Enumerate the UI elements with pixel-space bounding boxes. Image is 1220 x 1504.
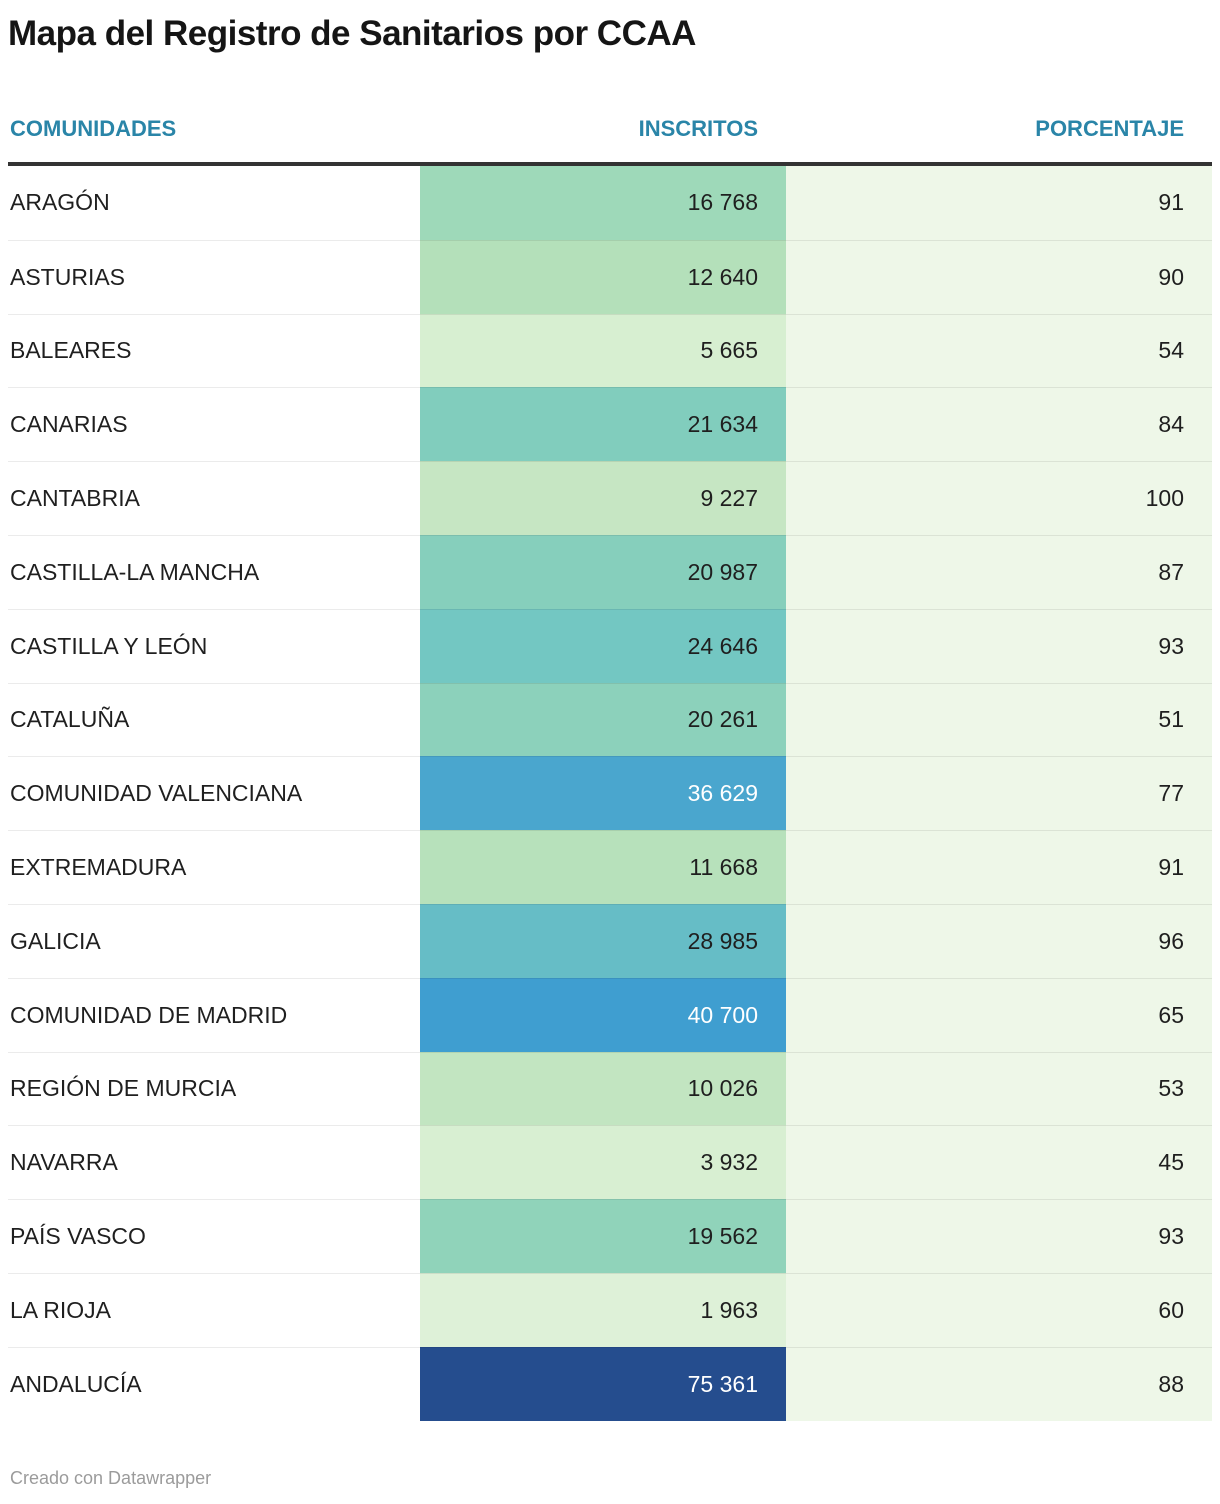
- inscritos-heatmap-cell: 40 700: [420, 977, 786, 1052]
- column-header-porcentaje: PORCENTAJE: [1035, 116, 1184, 141]
- table-row: GALICIA 28 985 96: [8, 903, 1212, 978]
- row-label-comunidad: ANDALUCÍA: [8, 1346, 420, 1421]
- table-row: COMUNIDAD DE MADRID 40 700 65: [8, 977, 1212, 1052]
- table-body: ARAGÓN 16 768 91 ASTURIAS 12 640 90 BALEARES 5 …: [8, 166, 1212, 1421]
- row-label-comunidad: REGIÓN DE MURCIA: [8, 1051, 420, 1126]
- porcentaje-cell: 91: [786, 166, 1212, 240]
- inscritos-heatmap-cell: 10 026: [420, 1051, 786, 1126]
- table-row: PAÍS VASCO 19 562 93: [8, 1199, 1212, 1273]
- row-label-comunidad: CASTILLA-LA MANCHA: [8, 534, 420, 609]
- porcentaje-cell: 88: [786, 1346, 1212, 1421]
- inscritos-heatmap-cell: 19 562: [420, 1199, 786, 1273]
- table-row: EXTREMADURA 11 668 91: [8, 830, 1212, 904]
- table-row: ASTURIAS 12 640 90: [8, 239, 1212, 314]
- porcentaje-cell: 87: [786, 534, 1212, 609]
- table-row: CANARIAS 21 634 84: [8, 387, 1212, 462]
- porcentaje-cell: 65: [786, 977, 1212, 1052]
- porcentaje-cell: 91: [786, 830, 1212, 904]
- inscritos-heatmap-cell: 3 932: [420, 1125, 786, 1200]
- inscritos-heatmap-cell: 75 361: [420, 1346, 786, 1421]
- inscritos-heatmap-cell: 1 963: [420, 1272, 786, 1347]
- table-row: CANTABRIA 9 227 100: [8, 461, 1212, 535]
- row-label-comunidad: PAÍS VASCO: [8, 1199, 420, 1273]
- page-title: Mapa del Registro de Sanitarios por CCAA: [8, 14, 696, 53]
- porcentaje-cell: 45: [786, 1125, 1212, 1200]
- table-row: NAVARRA 3 932 45: [8, 1125, 1212, 1200]
- row-label-comunidad: NAVARRA: [8, 1125, 420, 1200]
- inscritos-heatmap-cell: 36 629: [420, 756, 786, 831]
- inscritos-heatmap-cell: 20 261: [420, 682, 786, 757]
- row-label-comunidad: ARAGÓN: [8, 166, 420, 240]
- row-label-comunidad: BALEARES: [8, 313, 420, 388]
- porcentaje-cell: 84: [786, 387, 1212, 462]
- row-label-comunidad: LA RIOJA: [8, 1272, 420, 1347]
- table-header: COMUNIDADES INSCRITOS PORCENTAJE: [8, 56, 1212, 166]
- row-label-comunidad: COMUNIDAD VALENCIANA: [8, 756, 420, 831]
- inscritos-heatmap-cell: 12 640: [420, 239, 786, 314]
- table-row: CATALUÑA 20 261 51: [8, 682, 1212, 757]
- inscritos-heatmap-cell: 5 665: [420, 313, 786, 388]
- inscritos-heatmap-cell: 9 227: [420, 461, 786, 535]
- attribution-text: Creado con Datawrapper: [10, 1467, 212, 1488]
- porcentaje-cell: 77: [786, 756, 1212, 831]
- row-label-comunidad: ASTURIAS: [8, 239, 420, 314]
- porcentaje-cell: 53: [786, 1051, 1212, 1126]
- table-row: REGIÓN DE MURCIA 10 026 53: [8, 1051, 1212, 1126]
- inscritos-heatmap-cell: 16 768: [420, 166, 786, 240]
- row-label-comunidad: CANARIAS: [8, 387, 420, 462]
- row-label-comunidad: CANTABRIA: [8, 461, 420, 535]
- column-header-inscritos: INSCRITOS: [638, 116, 758, 141]
- porcentaje-cell: 54: [786, 313, 1212, 388]
- row-label-comunidad: CASTILLA Y LEÓN: [8, 608, 420, 683]
- table-row: ARAGÓN 16 768 91: [8, 166, 1212, 240]
- row-label-comunidad: CATALUÑA: [8, 682, 420, 757]
- inscritos-heatmap-cell: 20 987: [420, 534, 786, 609]
- porcentaje-cell: 90: [786, 239, 1212, 314]
- row-label-comunidad: COMUNIDAD DE MADRID: [8, 977, 420, 1052]
- inscritos-heatmap-cell: 28 985: [420, 903, 786, 978]
- porcentaje-cell: 60: [786, 1272, 1212, 1347]
- table-row: COMUNIDAD VALENCIANA 36 629 77: [8, 756, 1212, 831]
- row-label-comunidad: GALICIA: [8, 903, 420, 978]
- inscritos-heatmap-cell: 21 634: [420, 387, 786, 462]
- inscritos-heatmap-cell: 11 668: [420, 830, 786, 904]
- porcentaje-cell: 51: [786, 682, 1212, 757]
- porcentaje-cell: 93: [786, 608, 1212, 683]
- column-header-comunidades: COMUNIDADES: [10, 116, 177, 141]
- porcentaje-cell: 100: [786, 461, 1212, 535]
- table-row: LA RIOJA 1 963 60: [8, 1272, 1212, 1347]
- table-row: ANDALUCÍA 75 361 88: [8, 1346, 1212, 1421]
- inscritos-heatmap-cell: 24 646: [420, 608, 786, 683]
- row-label-comunidad: EXTREMADURA: [8, 830, 420, 904]
- table-row: BALEARES 5 665 54: [8, 313, 1212, 388]
- porcentaje-cell: 93: [786, 1199, 1212, 1273]
- porcentaje-cell: 96: [786, 903, 1212, 978]
- table-row: CASTILLA-LA MANCHA 20 987 87: [8, 534, 1212, 609]
- table-row: CASTILLA Y LEÓN 24 646 93: [8, 608, 1212, 683]
